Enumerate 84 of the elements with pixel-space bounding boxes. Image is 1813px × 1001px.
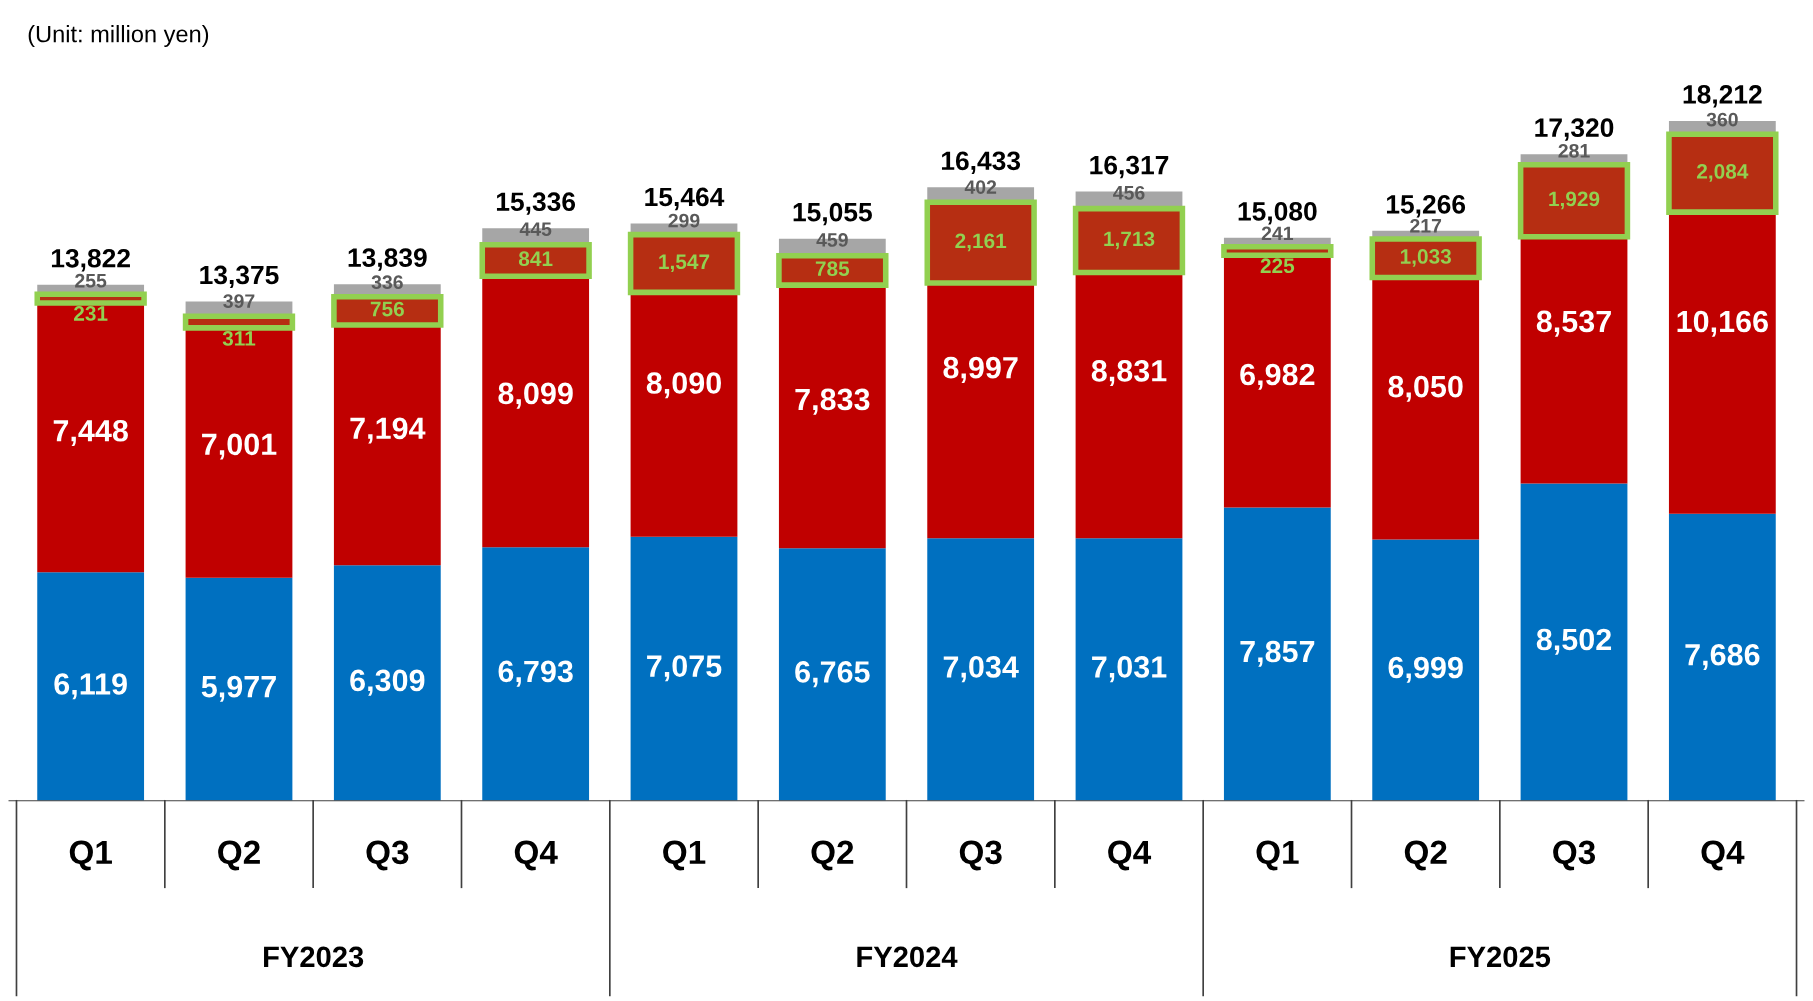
total-label: 15,464 (645, 187, 725, 211)
bar (1372, 539, 1480, 801)
band-label: 2,161 (955, 233, 1007, 252)
data-label: 5,977 (201, 675, 276, 702)
data-label: 7,686 (1685, 643, 1760, 670)
data-label: 336 (371, 275, 403, 290)
bar (1223, 507, 1331, 801)
x-tick-label: Q1 (663, 840, 706, 871)
text: (Unit: million yen) (28, 25, 209, 48)
x-tick-label: Q1 (1256, 840, 1299, 871)
bar (630, 536, 738, 801)
data-label: 7,031 (1092, 656, 1167, 683)
data-label: 217 (1410, 218, 1442, 233)
band-label: 1,713 (1104, 231, 1155, 250)
band-label: 1,929 (1549, 191, 1600, 210)
band-label: 231 (73, 306, 108, 321)
data-label: 8,050 (1388, 375, 1463, 402)
x-tick-label: Q2 (218, 840, 260, 871)
total-label: 13,822 (51, 248, 130, 272)
band-label: 785 (815, 261, 850, 277)
x-tick-label: Q1 (69, 840, 112, 871)
x-tick-label: Q3 (366, 840, 409, 871)
x-tick-label: Q4 (1701, 840, 1745, 871)
data-label: 8,537 (1536, 310, 1611, 337)
x-tick-label: Q2 (1404, 840, 1447, 871)
bar (37, 572, 145, 801)
data-label: 6,999 (1388, 656, 1463, 683)
total-label: 13,375 (200, 265, 279, 289)
data-label: 6,765 (795, 661, 870, 688)
data-label: 360 (1706, 112, 1738, 127)
data-label: 8,831 (1091, 360, 1167, 387)
data-label: 7,448 (53, 419, 128, 446)
band-label: 1,033 (1400, 249, 1451, 267)
data-label: 6,793 (498, 660, 573, 687)
band-label: 225 (1260, 258, 1295, 274)
total-label: 15,080 (1238, 201, 1317, 225)
data-label: 281 (1558, 143, 1590, 158)
data-label: 6,309 (350, 669, 425, 696)
text: FY2023 (264, 946, 364, 968)
bar (927, 538, 1035, 801)
total-label: 17,320 (1535, 118, 1614, 141)
total-label: 16,317 (1090, 155, 1169, 179)
total-label: 16,433 (941, 151, 1021, 174)
total-label: 15,055 (793, 202, 872, 226)
band-label: 841 (518, 251, 553, 267)
data-label: 7,194 (350, 417, 426, 444)
total-label: 18,212 (1683, 85, 1762, 108)
band-label: 756 (370, 301, 404, 317)
x-tick-label: Q4 (1108, 840, 1152, 871)
band-label: 1,547 (659, 254, 710, 273)
data-label: 7,075 (647, 655, 722, 682)
data-label: 255 (75, 273, 107, 288)
bar (185, 577, 293, 801)
data-label: 8,997 (943, 356, 1018, 383)
data-label: 241 (1261, 226, 1294, 241)
data-label: 10,166 (1677, 310, 1768, 337)
band-label: 311 (222, 331, 256, 346)
data-label: 7,857 (1240, 640, 1315, 667)
total-label: 15,336 (496, 192, 576, 215)
data-label: 8,090 (646, 372, 721, 399)
data-label: 6,119 (54, 673, 127, 700)
data-label: 8,099 (498, 382, 573, 409)
bar (778, 548, 886, 801)
band-label: 2,084 (1697, 164, 1749, 182)
bar (482, 547, 590, 801)
data-label: 7,833 (795, 388, 870, 415)
x-tick-label: Q2 (811, 840, 854, 871)
data-label: 397 (223, 294, 255, 309)
data-label: 8,502 (1536, 628, 1612, 655)
text: FY2025 (1450, 946, 1551, 968)
x-tick-label: Q4 (514, 840, 558, 871)
data-label: 6,982 (1240, 363, 1315, 390)
bar (1075, 538, 1183, 801)
x-tick-label: Q3 (959, 840, 1002, 871)
bar (1668, 513, 1776, 801)
bar (333, 565, 441, 801)
data-label: 7,001 (202, 433, 277, 460)
x-tick-label: Q3 (1553, 840, 1596, 871)
total-label: 15,266 (1386, 195, 1466, 218)
text: FY2024 (857, 946, 958, 968)
data-label: 299 (668, 213, 700, 228)
total-label: 13,839 (348, 248, 427, 271)
data-label: 7,034 (943, 656, 1019, 683)
bar (1520, 483, 1628, 801)
